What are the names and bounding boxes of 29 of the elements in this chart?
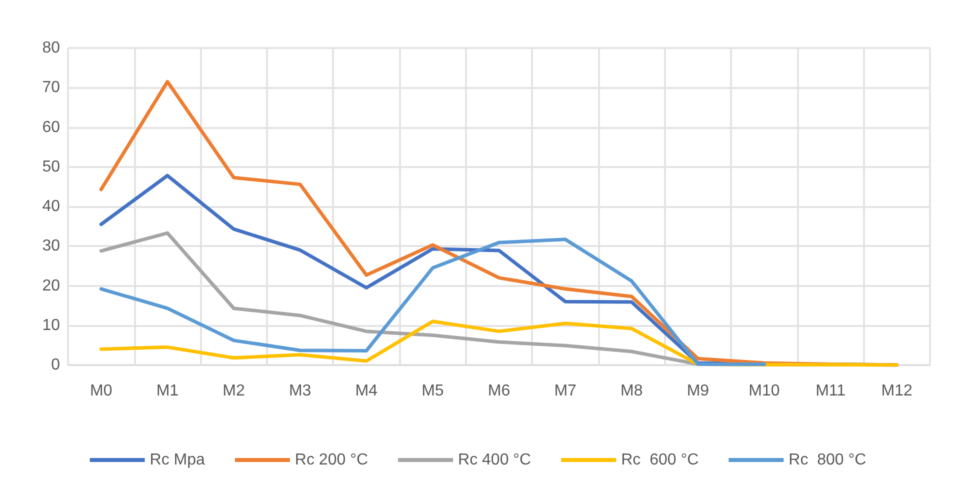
y-tick-label: 60 [42, 118, 60, 136]
x-tick-label: M7 [554, 382, 577, 400]
x-tick-label: M3 [288, 382, 312, 400]
x-tick-label: M4 [355, 382, 378, 400]
y-tick-label: 70 [42, 79, 60, 96]
y-tick-label: 20 [42, 277, 60, 294]
y-tick-label: 50 [42, 158, 60, 176]
y-tick-label: 10 [42, 316, 60, 334]
x-tick-label: M5 [422, 382, 444, 400]
x-tick-label: M2 [222, 382, 245, 400]
y-tick-label: 40 [42, 198, 60, 215]
y-tick-label: 30 [42, 238, 60, 255]
x-tick-label: M8 [620, 382, 643, 400]
x-tick-label: M10 [748, 382, 780, 400]
x-tick-label: M1 [156, 382, 179, 400]
line-series [99, 320, 899, 367]
legend-label: Rc 200 °C [294, 452, 368, 468]
y-tick-label: 80 [42, 40, 60, 56]
x-tick-label: M11 [816, 382, 846, 400]
x-tick-label: M12 [881, 382, 913, 400]
legend-label: Rc 400 °C [458, 452, 532, 468]
x-tick-label: M0 [90, 382, 112, 400]
legend-label: Rc Mpa [150, 452, 206, 468]
legend-label: Rc 800 °C [788, 452, 866, 468]
y-tick-label: 0 [51, 356, 60, 374]
legend-label: Rc 600 °C [621, 452, 699, 468]
x-tick-label: M9 [686, 382, 710, 400]
x-tick-label: M6 [488, 382, 510, 400]
line-series [99, 238, 766, 366]
